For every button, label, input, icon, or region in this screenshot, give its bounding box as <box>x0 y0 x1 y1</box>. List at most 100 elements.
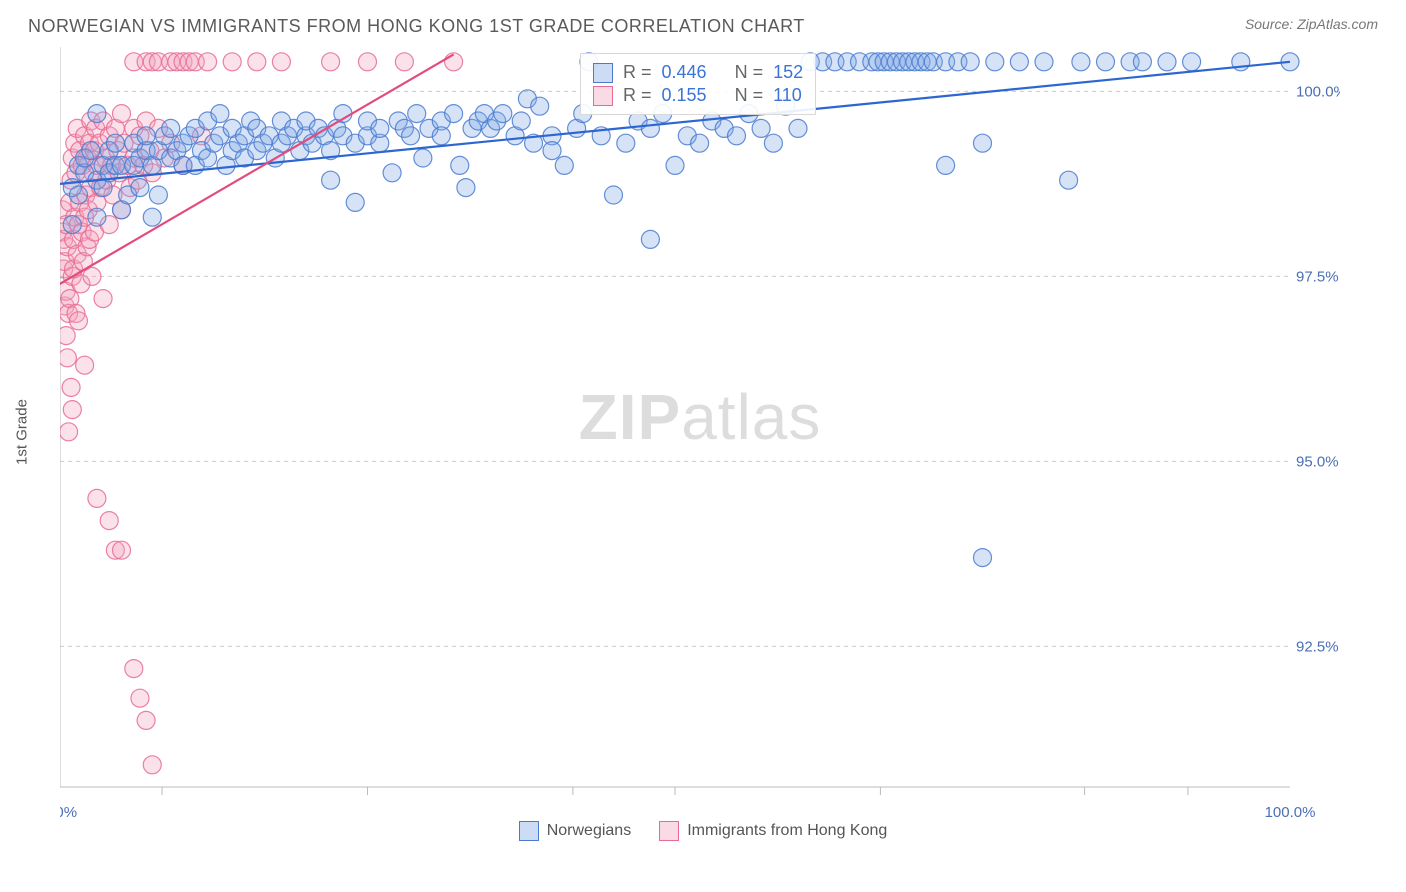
data-point <box>408 105 426 123</box>
data-point <box>543 142 561 160</box>
data-point <box>76 356 94 374</box>
data-point <box>451 156 469 174</box>
data-point <box>272 53 290 71</box>
data-point <box>346 193 364 211</box>
scatter-chart: 92.5% 95.0% 97.5% 100.0% 0.0% 100.0% <box>60 47 1340 857</box>
data-point <box>494 105 512 123</box>
chart-container: 1st Grade 92.5%95.0%97.5%100.0%0.0%100.0… <box>60 47 1340 817</box>
data-point <box>162 119 180 137</box>
data-point <box>641 119 659 137</box>
data-point <box>1133 53 1151 71</box>
source-prefix: Source: <box>1245 16 1297 32</box>
data-point <box>414 149 432 167</box>
data-point <box>1060 171 1078 189</box>
data-point <box>248 53 266 71</box>
y-tick-label: 92.5% <box>1296 638 1339 655</box>
data-point <box>94 290 112 308</box>
r-label: R = <box>623 85 652 106</box>
r-value: 0.446 <box>662 62 707 83</box>
data-point <box>531 97 549 115</box>
source-attribution: Source: ZipAtlas.com <box>1245 16 1378 32</box>
data-point <box>322 53 340 71</box>
data-point <box>322 171 340 189</box>
info-row: R = 0.446 N = 152 <box>593 62 803 83</box>
data-point <box>88 105 106 123</box>
data-point <box>666 156 684 174</box>
data-point <box>69 186 87 204</box>
data-point <box>137 711 155 729</box>
data-point <box>113 541 131 559</box>
data-point <box>764 134 782 152</box>
correlation-info-box: R = 0.446 N = 152 R = 0.155 N = 110 <box>580 53 816 115</box>
data-point <box>432 127 450 145</box>
data-point <box>1010 53 1028 71</box>
data-point <box>359 53 377 71</box>
legend-swatch <box>593 63 613 83</box>
data-point <box>106 134 124 152</box>
data-point <box>752 119 770 137</box>
data-point <box>143 756 161 774</box>
data-point <box>137 127 155 145</box>
legend-swatch <box>593 86 613 106</box>
data-point <box>199 53 217 71</box>
data-point <box>555 156 573 174</box>
data-point <box>617 134 635 152</box>
data-point <box>1072 53 1090 71</box>
data-point <box>402 127 420 145</box>
data-point <box>88 208 106 226</box>
data-point <box>445 105 463 123</box>
data-point <box>1035 53 1053 71</box>
data-point <box>211 105 229 123</box>
data-point <box>789 119 807 137</box>
data-point <box>69 312 87 330</box>
data-point <box>1097 53 1115 71</box>
data-point <box>125 660 143 678</box>
x-tick-label: 100.0% <box>1265 804 1316 821</box>
chart-title: NORWEGIAN VS IMMIGRANTS FROM HONG KONG 1… <box>28 16 805 37</box>
data-point <box>986 53 1004 71</box>
data-point <box>223 53 241 71</box>
data-point <box>937 156 955 174</box>
series-norwegians <box>63 53 1299 567</box>
data-point <box>383 164 401 182</box>
y-tick-label: 97.5% <box>1296 268 1339 285</box>
data-point <box>62 378 80 396</box>
data-point <box>113 105 131 123</box>
data-point <box>1158 53 1176 71</box>
data-point <box>60 349 76 367</box>
data-point <box>88 489 106 507</box>
n-label: N = <box>735 62 764 83</box>
data-point <box>961 53 979 71</box>
data-point <box>728 127 746 145</box>
y-tick-label: 95.0% <box>1296 453 1339 470</box>
info-row: R = 0.155 N = 110 <box>593 85 803 106</box>
source-link[interactable]: ZipAtlas.com <box>1297 16 1378 32</box>
data-point <box>82 142 100 160</box>
data-point <box>605 186 623 204</box>
x-tick-label: 0.0% <box>60 804 77 821</box>
data-point <box>641 230 659 248</box>
data-point <box>131 689 149 707</box>
data-point <box>457 179 475 197</box>
data-point <box>60 327 75 345</box>
data-point <box>371 119 389 137</box>
n-label: N = <box>735 85 764 106</box>
data-point <box>60 423 78 441</box>
data-point <box>131 179 149 197</box>
data-point <box>149 186 167 204</box>
y-axis-label: 1st Grade <box>14 399 31 465</box>
r-value: 0.155 <box>662 85 707 106</box>
y-tick-label: 100.0% <box>1296 83 1340 100</box>
data-point <box>100 512 118 530</box>
data-point <box>143 208 161 226</box>
n-value: 152 <box>773 62 803 83</box>
data-point <box>691 134 709 152</box>
data-point <box>512 112 530 130</box>
data-point <box>63 401 81 419</box>
data-point <box>1183 53 1201 71</box>
data-point <box>395 53 413 71</box>
r-label: R = <box>623 62 652 83</box>
data-point <box>974 134 992 152</box>
n-value: 110 <box>773 85 802 106</box>
data-point <box>974 549 992 567</box>
